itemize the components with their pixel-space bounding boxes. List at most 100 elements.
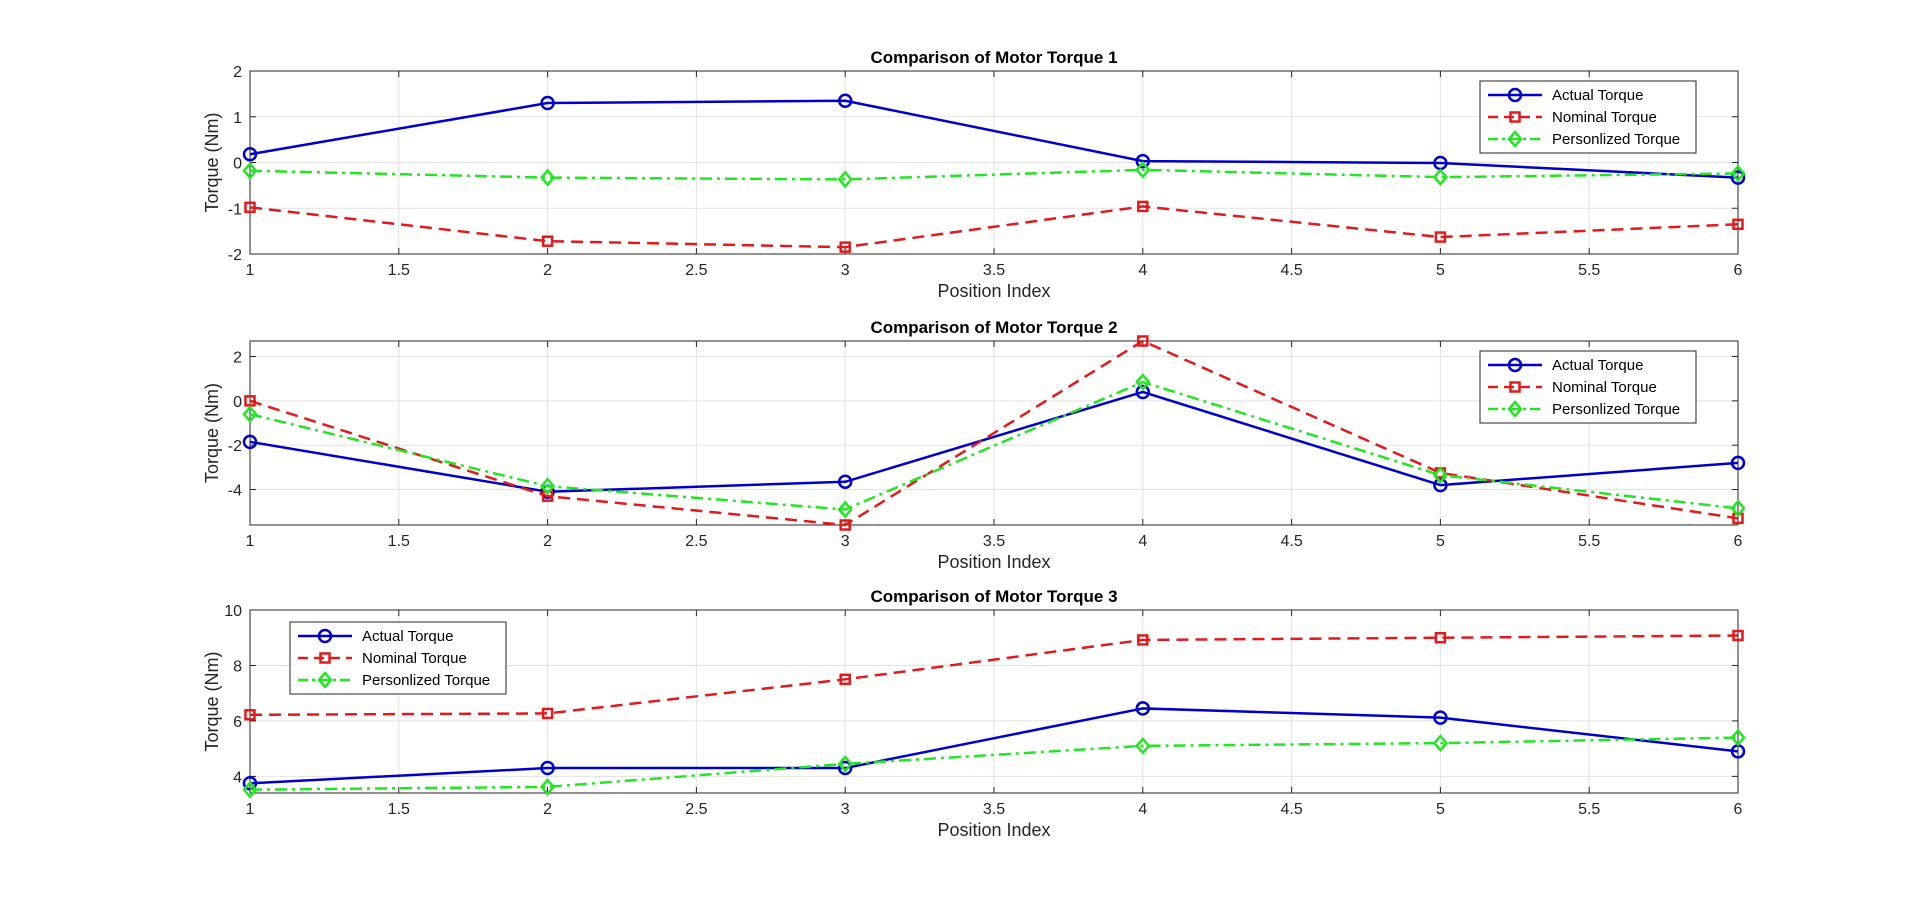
x-tick-label: 2.5 (685, 533, 707, 550)
data-point (1730, 455, 1746, 471)
data-point (1137, 335, 1149, 347)
legend-label: Actual Torque (1552, 87, 1643, 104)
legend-label: Nominal Torque (1552, 109, 1657, 126)
data-point (242, 405, 258, 424)
data-point (1135, 373, 1151, 391)
y-axis-label: Torque (Nm) (202, 112, 222, 212)
legend: Actual Torque Nominal Torque Personlized T… (1479, 350, 1697, 424)
subplot-2: 1 1.5 2 2.5 3 3.5 4 4.5 5 5.5 6 -4 -2 0 2 Comparison of… (202, 318, 1746, 572)
data-point (540, 95, 555, 111)
y-tick-label: 1 (233, 110, 242, 127)
data-point (242, 780, 258, 799)
data-point (1135, 160, 1151, 179)
data-point (1730, 170, 1746, 185)
x-tick-label: 4 (1138, 801, 1147, 818)
x-tick-label: 5 (1436, 262, 1445, 279)
data-point (837, 754, 853, 773)
x-tick-label: 3.5 (983, 262, 1005, 279)
series-nominal-torque (244, 200, 1744, 253)
x-tick-label: 3 (841, 801, 850, 818)
x-tick-label: 2 (543, 533, 552, 550)
chart-title: Comparison of Motor Torque 2 (870, 318, 1117, 337)
legend: Actual Torque Nominal Torque Personlized T… (1479, 80, 1697, 154)
data-point (839, 241, 851, 253)
chart-title: Comparison of Motor Torque 1 (870, 48, 1117, 67)
data-point (1432, 466, 1449, 485)
series-line (249, 168, 1739, 181)
x-tick-label: 3.5 (983, 533, 1005, 550)
subplot-1: 1 1.5 2 2.5 3 3.5 4 4.5 5 5.5 6 -2 -1 0 1 2 Comparison o… (202, 48, 1746, 301)
data-point (1434, 231, 1447, 243)
series-line (249, 380, 1739, 511)
x-axis-label: Position Index (937, 820, 1050, 840)
data-point (1135, 384, 1151, 400)
legend-label: Personlized Torque (1552, 131, 1680, 148)
x-tick-label: 1 (246, 533, 255, 550)
x-tick-label: 5.5 (1578, 533, 1600, 550)
legend-label: Personlized Torque (1552, 401, 1680, 418)
x-axis-label: Position Index (937, 552, 1050, 572)
x-tick-label: 3 (841, 533, 850, 550)
data-point (242, 161, 258, 180)
series-line (249, 205, 1739, 249)
x-tick-label: 6 (1734, 801, 1743, 818)
y-tick-label: -2 (228, 438, 242, 455)
x-tick-label: 2 (543, 801, 552, 818)
data-point (1730, 164, 1746, 183)
y-axis-label: Torque (Nm) (202, 383, 222, 483)
data-point (539, 477, 556, 496)
x-tick-label: 3 (841, 262, 850, 279)
data-point (1730, 728, 1746, 747)
data-point (540, 760, 555, 776)
x-tick-label: 5.5 (1578, 262, 1600, 279)
x-tick-label: 1.5 (388, 262, 410, 279)
y-tick-label: 2 (233, 64, 242, 81)
data-point (1732, 218, 1744, 231)
data-point (839, 519, 851, 531)
series-nominal-torque (244, 629, 1744, 721)
data-point (242, 434, 258, 450)
data-point (839, 673, 851, 686)
data-point (1137, 634, 1149, 646)
data-point (244, 709, 256, 721)
data-point (539, 777, 556, 796)
x-tick-label: 5 (1436, 533, 1445, 550)
subplot-3: 1 1.5 2 2.5 3 3.5 4 4.5 5 5.5 6 4 6 8 10 Comparison of … (202, 587, 1746, 840)
data-point (837, 500, 853, 519)
x-tick-label: 5 (1436, 801, 1445, 818)
x-tick-label: 2.5 (685, 801, 707, 818)
data-point (1135, 701, 1151, 716)
data-point (837, 93, 853, 108)
data-point (1732, 629, 1744, 642)
y-axis-label: Torque (Nm) (202, 651, 222, 751)
y-tick-label: 0 (233, 156, 242, 173)
y-tick-label: 8 (233, 658, 242, 675)
y-tick-label: -1 (228, 201, 242, 218)
data-point (1432, 734, 1449, 753)
y-tick-label: 2 (233, 350, 242, 367)
data-point (539, 168, 556, 187)
x-tick-label: 4 (1138, 533, 1147, 550)
legend-marker (317, 671, 333, 689)
data-point (1135, 736, 1151, 755)
legend-box (1479, 80, 1697, 154)
legend-label: Personlized Torque (362, 672, 490, 689)
y-tick-label: -4 (228, 483, 242, 500)
y-tick-label: -2 (228, 247, 242, 264)
legend-label: Actual Torque (362, 628, 453, 645)
x-tick-label: 4.5 (1280, 533, 1302, 550)
y-tick-label: 6 (233, 714, 242, 731)
x-axis-label: Position Index (937, 281, 1050, 301)
x-tick-label: 4.5 (1280, 262, 1302, 279)
data-point (1137, 200, 1149, 213)
series-personlized-torque (242, 160, 1746, 189)
x-tick-label: 1 (246, 262, 255, 279)
data-point (1433, 710, 1448, 725)
chart-title: Comparison of Motor Torque 3 (870, 587, 1117, 606)
x-tick-label: 1.5 (388, 533, 410, 550)
legend-box (1479, 350, 1697, 424)
x-tick-label: 3.5 (983, 801, 1005, 818)
series-line (249, 339, 1739, 527)
legend-marker (1507, 400, 1523, 418)
